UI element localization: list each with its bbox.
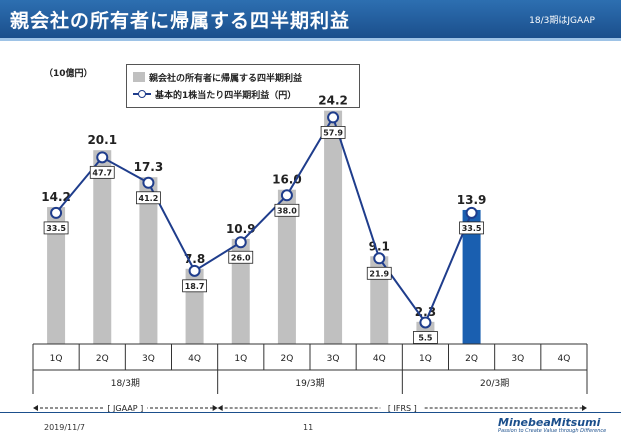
bar-value-label-7: 9.1 (369, 239, 390, 253)
eps-value-label-6: 57.9 (323, 128, 343, 137)
unit-label: （10億円） (44, 69, 93, 79)
eps-label-box-0 (43, 221, 69, 235)
eps-label-box-3 (182, 279, 207, 293)
group-label-2: 20/3期 (480, 378, 509, 389)
eps-marker-5 (280, 189, 293, 202)
eps-label-box-1 (89, 165, 115, 179)
category-label-2: 3Q (142, 354, 155, 364)
eps-value-label-2: 41.2 (139, 194, 159, 203)
bar-value-label-6: 24.2 (318, 94, 348, 108)
logo-tagline: Passion to Create Value through Differen… (498, 428, 607, 434)
category-label-10: 3Q (511, 354, 524, 364)
footer-divider (0, 412, 621, 413)
chart-legend: 親会社の所有者に帰属する四半期利益 基本的1株当たり四半期利益（円） (126, 64, 360, 108)
ifrs-label-bg (380, 402, 425, 414)
legend-line-swatch (133, 89, 151, 99)
jgaap-label-bg (103, 402, 148, 414)
ifrs-arrow-left (217, 405, 223, 411)
slide-header: 親会社の所有者に帰属する四半期利益 18/3期はJGAAP (0, 0, 621, 38)
footer-date: 2019/11/7 (44, 423, 86, 432)
eps-value-label-0: 33.5 (46, 224, 66, 233)
eps-marker-3 (188, 264, 201, 277)
group-label-1: 19/3期 (295, 378, 324, 389)
eps-value-label-3: 18.7 (185, 282, 205, 291)
bar-value-label-0: 14.2 (41, 190, 71, 204)
accounting-note: 18/3期はJGAAP (529, 16, 595, 26)
eps-value-label-7: 21.9 (369, 269, 389, 278)
category-label-3: 4Q (188, 354, 201, 364)
bar-value-label-9: 13.9 (457, 193, 487, 207)
ifrs-label: [ IFRS ] (388, 404, 417, 413)
eps-label-box-4 (228, 250, 254, 264)
legend-line-label: 基本的1株当たり四半期利益（円） (155, 90, 297, 101)
category-label-5: 2Q (281, 354, 294, 364)
bar-4 (231, 238, 250, 344)
eps-label-box-9 (459, 221, 484, 235)
company-logo: MinebeaMitsumi Passion to Create Value t… (498, 416, 608, 434)
eps-value-label-4: 26.0 (231, 253, 251, 262)
legend-item-bar: 親会社の所有者に帰属する四半期利益 (133, 69, 302, 85)
bar-value-label-4: 10.9 (226, 222, 256, 236)
bar-0 (47, 207, 66, 344)
group-label-0: 18/3期 (111, 378, 140, 389)
category-label-9: 2Q (465, 354, 478, 364)
category-label-1: 2Q (96, 354, 109, 364)
jgaap-arrow-right (212, 405, 218, 411)
category-label-8: 1Q (419, 354, 432, 364)
eps-label-box-5 (274, 203, 300, 217)
bar-value-label-2: 17.3 (134, 160, 164, 174)
category-label-7: 4Q (373, 354, 386, 364)
bar-1 (93, 150, 112, 344)
page-number: 11 (303, 423, 314, 432)
bar-5 (277, 189, 296, 344)
category-label-4: 1Q (234, 354, 247, 364)
header-divider (0, 38, 621, 41)
ifrs-arrow-right (582, 405, 587, 411)
eps-label-box-2 (136, 191, 161, 205)
legend-item-line: 基本的1株当たり四半期利益（円） (133, 86, 296, 102)
eps-marker-0 (50, 206, 63, 219)
eps-label-box-6 (320, 126, 346, 139)
legend-bar-label: 親会社の所有者に帰属する四半期利益 (149, 73, 303, 84)
eps-value-label-9: 33.5 (462, 224, 482, 233)
eps-marker-8 (419, 316, 432, 329)
legend-bar-swatch (133, 72, 145, 82)
category-label-0: 1Q (50, 354, 63, 364)
bar-2 (139, 177, 158, 344)
eps-label-box-7 (366, 266, 392, 280)
eps-line (55, 115, 473, 325)
eps-value-label-1: 47.7 (92, 168, 112, 177)
eps-marker-7 (373, 252, 386, 265)
eps-marker-9 (465, 206, 478, 219)
eps-value-label-5: 38.0 (277, 206, 297, 215)
category-label-6: 3Q (327, 354, 340, 364)
bar-9 (462, 209, 481, 344)
eps-value-label-8: 5.5 (418, 333, 433, 342)
page-title: 親会社の所有者に帰属する四半期利益 (10, 10, 351, 32)
bar-value-label-3: 7.8 (184, 252, 205, 266)
eps-marker-2 (142, 176, 155, 189)
jgaap-arrow-left (33, 405, 38, 411)
logo-wordmark: MinebeaMitsumi (498, 416, 601, 429)
eps-marker-6 (327, 111, 340, 124)
eps-marker-1 (96, 151, 109, 164)
jgaap-label: [ JGAAP ] (107, 404, 143, 413)
eps-label-box-8 (413, 331, 438, 344)
category-label-11: 4Q (558, 354, 571, 364)
eps-marker-4 (234, 236, 247, 249)
bar-6 (324, 110, 343, 345)
bar-value-label-1: 20.1 (87, 133, 117, 147)
